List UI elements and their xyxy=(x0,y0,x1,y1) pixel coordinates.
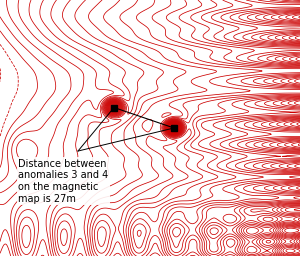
Text: Distance between
anomalies 3 and 4
on the magnetic
map is 27m: Distance between anomalies 3 and 4 on th… xyxy=(18,159,108,204)
